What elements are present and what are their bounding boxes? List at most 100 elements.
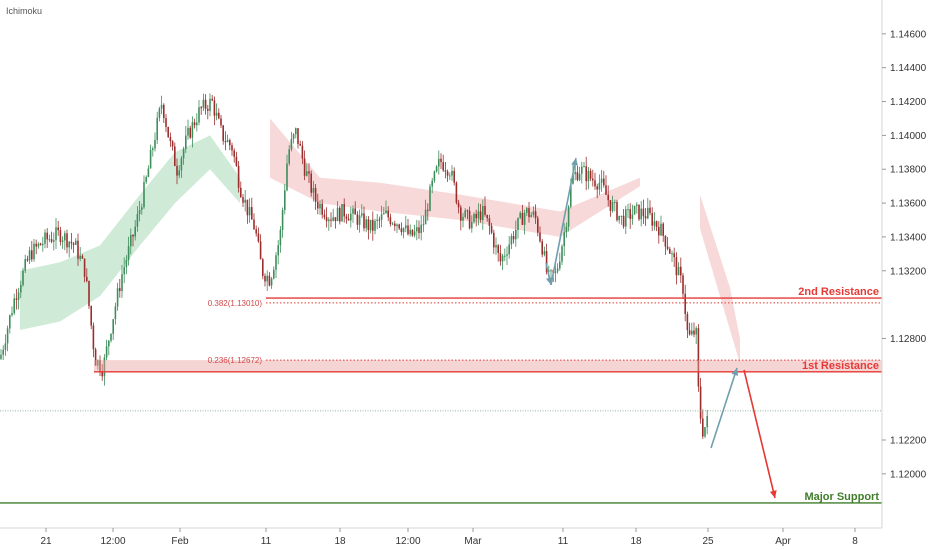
candle-body <box>70 241 73 244</box>
candle-body <box>352 208 354 214</box>
candle-body <box>418 227 420 234</box>
time-axis[interactable]: 21 12:00 Feb 11 18 12:00 Mar 11 18 25 Apr 8 <box>0 527 882 547</box>
candle-body <box>691 330 693 335</box>
candle-body <box>204 99 207 109</box>
candle-body <box>471 221 473 229</box>
resistance-label: 2nd Resistance <box>798 286 879 298</box>
candle-body <box>286 163 288 191</box>
candle-body <box>46 232 48 240</box>
candle-body <box>86 276 88 282</box>
candle-body <box>585 166 587 182</box>
candle-body <box>336 207 339 221</box>
candle-body <box>567 206 570 227</box>
price-axis-bg <box>882 0 932 550</box>
candle-body <box>125 260 128 268</box>
candle-body <box>633 205 636 215</box>
x-tick-label: 18 <box>630 536 642 547</box>
candle-body <box>424 209 427 225</box>
indicator-label: Ichimoku <box>6 6 43 16</box>
candle-body <box>396 224 398 227</box>
candle-body <box>191 122 194 138</box>
candle-body <box>17 292 20 300</box>
candle-body <box>433 171 436 181</box>
candle-body <box>402 228 405 233</box>
candle-body <box>189 127 191 138</box>
candle-body <box>438 158 440 167</box>
candle-body <box>229 140 231 146</box>
candle-body <box>653 221 656 226</box>
candle-body <box>576 172 579 180</box>
candle-body <box>152 148 154 150</box>
candle-body <box>515 230 517 240</box>
candle-body <box>347 218 350 221</box>
candle-body <box>116 288 119 307</box>
candle-body <box>530 214 532 218</box>
candle-body <box>308 171 310 174</box>
y-tick-label: 1.12200 <box>890 436 927 447</box>
candle-body <box>673 253 675 258</box>
candle-body <box>398 224 400 229</box>
candle-body <box>649 207 651 214</box>
fib-label: 0.236(1.12672) <box>208 356 263 365</box>
candle-body <box>622 215 625 227</box>
candle-body <box>290 138 293 150</box>
y-tick-label: 1.12000 <box>890 469 927 480</box>
candle-body <box>655 221 658 227</box>
candle-body <box>466 210 469 212</box>
resistance-label: 1st Resistance <box>802 360 879 372</box>
candle-body <box>37 243 40 247</box>
candle-body <box>677 266 680 276</box>
candle-body <box>35 243 37 247</box>
candle-body <box>105 346 108 358</box>
candle-body <box>193 122 196 126</box>
candle-body <box>618 215 620 221</box>
candle-body <box>57 227 59 231</box>
y-tick-label: 1.14200 <box>890 97 927 108</box>
candle-body <box>706 416 708 428</box>
candle-body <box>594 180 596 187</box>
candle-body <box>475 213 477 219</box>
candle-body <box>625 209 627 227</box>
candle-body <box>620 215 623 217</box>
candle-body <box>446 171 449 176</box>
candle-body <box>506 254 508 256</box>
candle-body <box>488 218 491 226</box>
candle-body <box>526 208 528 213</box>
candle-body <box>662 223 664 236</box>
candle-body <box>310 173 312 193</box>
candle-body <box>321 203 323 215</box>
x-tick-label: 12:00 <box>395 536 420 547</box>
candle-body <box>22 270 24 286</box>
candlestick-series <box>0 93 708 439</box>
candle-body <box>284 190 286 211</box>
candle-body <box>83 258 86 277</box>
candle-body <box>0 354 2 359</box>
candle-body <box>671 253 673 255</box>
y-tick-label: 1.13200 <box>890 266 927 277</box>
candle-body <box>561 246 563 262</box>
candle-body <box>163 104 165 119</box>
arrow-down-past-head <box>546 277 553 285</box>
price-axis[interactable]: 1.14600 1.14400 1.14200 1.14000 1.13800 1.136… <box>881 0 932 550</box>
candle-body <box>114 306 117 320</box>
candle-body <box>581 166 583 174</box>
candle-body <box>103 357 106 377</box>
candle-body <box>303 158 306 176</box>
candle-body <box>242 197 244 203</box>
y-tick-label: 1.14400 <box>890 63 927 74</box>
candle-body <box>226 140 229 143</box>
candle-body <box>288 149 290 164</box>
candle-body <box>545 251 548 272</box>
candle-body <box>572 174 574 184</box>
candle-body <box>28 250 31 261</box>
x-tick-label: Apr <box>775 536 791 547</box>
candle-body <box>695 328 697 335</box>
candle-body <box>684 293 686 315</box>
candle-body <box>416 227 418 232</box>
candle-body <box>59 230 62 242</box>
candle-body <box>350 213 352 221</box>
candle-body <box>587 170 590 182</box>
candle-body <box>497 245 499 253</box>
candle-body <box>20 285 22 293</box>
